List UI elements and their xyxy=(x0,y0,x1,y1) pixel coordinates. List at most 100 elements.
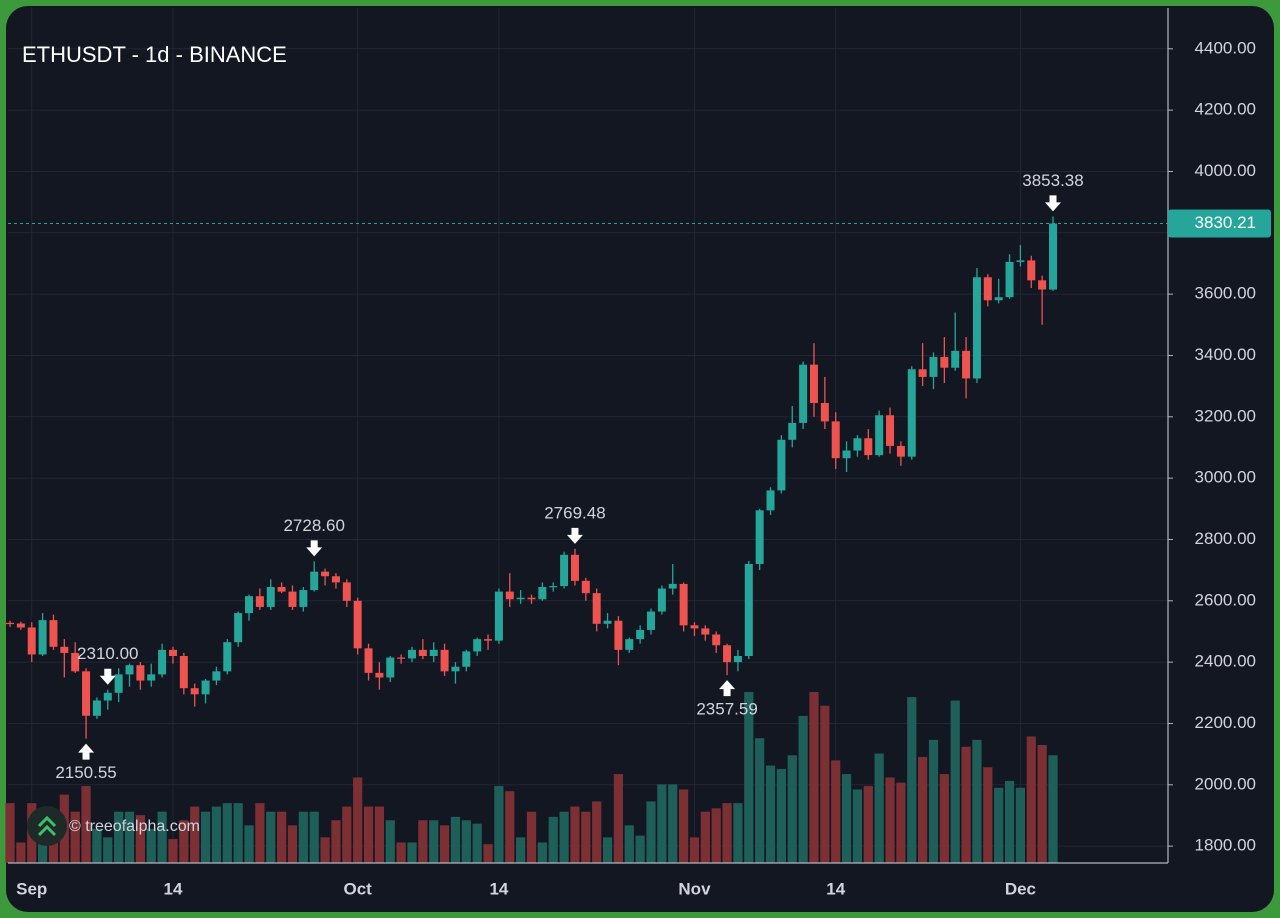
candle-body xyxy=(842,450,851,459)
candle-body xyxy=(38,620,47,655)
y-tick-label: 4000.00 xyxy=(1195,161,1256,180)
x-tick-label: Dec xyxy=(1005,879,1036,898)
volume-bar xyxy=(787,755,797,863)
volume-bar xyxy=(972,739,982,863)
volume-bar xyxy=(103,837,113,863)
volume-bar xyxy=(461,820,471,863)
candle-body xyxy=(299,590,308,607)
candle-body xyxy=(972,277,981,379)
candle-body xyxy=(353,600,362,649)
volume-bar xyxy=(526,811,537,863)
low-label: 2150.55 xyxy=(55,763,116,782)
volume-bar xyxy=(635,835,645,863)
candle-body xyxy=(668,583,677,589)
candle-body xyxy=(6,622,14,625)
candle-body xyxy=(342,582,351,601)
candle-body xyxy=(158,649,167,675)
volume-bar xyxy=(820,705,830,863)
candle-body xyxy=(831,421,840,459)
x-tick-label: Sep xyxy=(16,879,47,898)
candle-body xyxy=(799,364,808,423)
candle-body xyxy=(875,415,884,456)
candle-body xyxy=(538,586,547,600)
volume-bar xyxy=(385,820,395,863)
high-label: 2769.48 xyxy=(544,503,605,522)
candle-body xyxy=(723,645,732,663)
volume-bar xyxy=(70,811,80,863)
candle-body xyxy=(527,597,536,600)
volume-bar xyxy=(809,692,819,863)
candle-body xyxy=(484,639,493,641)
candle-body xyxy=(212,671,221,681)
high-label: 2728.60 xyxy=(283,516,344,535)
volume-bar xyxy=(1004,780,1015,863)
candle-body xyxy=(657,588,666,612)
y-tick-label: 3000.00 xyxy=(1195,468,1256,487)
candle-body xyxy=(744,563,753,656)
volume-bar xyxy=(516,837,526,863)
candle-body xyxy=(462,651,471,667)
candle-body xyxy=(418,649,427,656)
candle-body xyxy=(114,674,123,693)
candle-body xyxy=(147,674,156,681)
x-tick-label: 14 xyxy=(826,879,845,898)
x-tick-label: 14 xyxy=(489,879,508,898)
volume-bar xyxy=(831,760,841,863)
candle-body xyxy=(560,554,569,587)
volume-bar xyxy=(320,837,330,863)
candle-body xyxy=(136,665,145,681)
y-tick-label: 2800.00 xyxy=(1195,529,1256,548)
volume-bar xyxy=(907,697,917,863)
candle-body xyxy=(907,369,916,457)
volume-bar xyxy=(342,806,352,863)
high-label: 3853.38 xyxy=(1022,171,1083,190)
volume-bar xyxy=(179,820,189,863)
candle-body xyxy=(570,554,579,581)
x-tick-label: Nov xyxy=(678,879,711,898)
volume-bar xyxy=(744,692,754,863)
candle-body xyxy=(918,369,927,377)
candle-body xyxy=(505,591,514,600)
volume-bar xyxy=(277,811,287,863)
candle-body xyxy=(168,649,177,656)
candle-layer xyxy=(6,216,1057,739)
candle-body xyxy=(809,364,818,403)
volume-bar xyxy=(874,753,884,863)
y-tick-label: 2400.00 xyxy=(1195,652,1256,671)
volume-bar xyxy=(255,803,265,863)
volume-bar xyxy=(168,839,178,863)
candle-body xyxy=(766,490,775,511)
volume-bar xyxy=(841,774,852,863)
candle-body xyxy=(994,297,1003,301)
y-tick-label: 3400.00 xyxy=(1195,345,1256,364)
candle-body xyxy=(625,639,634,650)
watermark-logo xyxy=(27,806,67,846)
volume-bar xyxy=(374,806,384,863)
candle-body xyxy=(853,438,862,451)
volume-bar xyxy=(657,784,667,863)
volume-bar xyxy=(722,803,732,863)
candle-body xyxy=(581,580,590,594)
last-price-box xyxy=(1168,209,1271,238)
candle-body xyxy=(494,591,503,641)
low-arrow xyxy=(719,680,736,697)
volume-bar xyxy=(92,828,102,863)
volume-bar xyxy=(363,806,374,863)
candle-body xyxy=(331,576,340,583)
candle-body xyxy=(614,620,623,650)
volume-bar xyxy=(5,803,15,863)
volume-bar xyxy=(472,823,482,863)
candle-body xyxy=(473,639,482,652)
candle-body xyxy=(255,596,264,607)
candle-body xyxy=(1049,223,1057,290)
candle-body xyxy=(940,356,949,368)
volume-bar xyxy=(200,811,211,863)
candle-body xyxy=(364,648,373,673)
candle-body xyxy=(603,620,612,624)
volume-bar xyxy=(287,825,298,863)
candle-body xyxy=(679,583,688,626)
candle-body xyxy=(201,680,210,695)
volume-bar xyxy=(429,820,439,863)
volume-bar xyxy=(700,811,710,863)
volume-bar xyxy=(863,786,873,863)
